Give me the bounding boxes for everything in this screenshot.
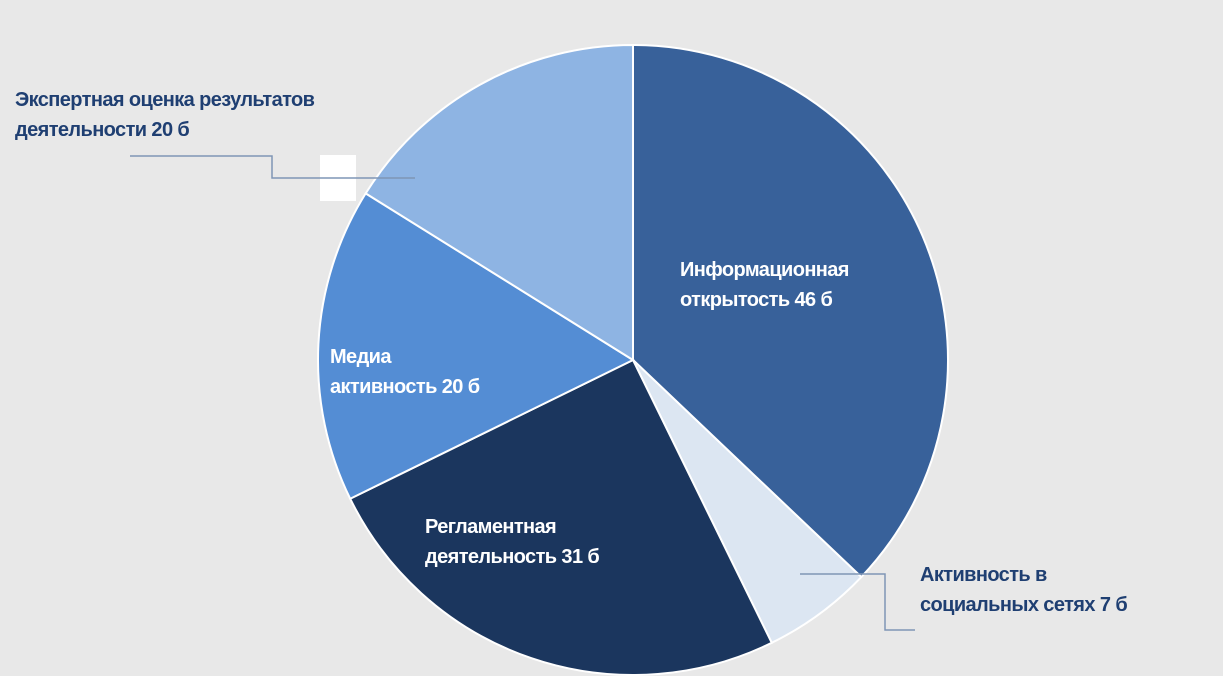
category-label: Информационная открытость bbox=[680, 259, 849, 311]
value-label: 20 б bbox=[151, 119, 190, 141]
category-label: Медиа активность bbox=[330, 346, 437, 398]
value-label: 31 б bbox=[561, 546, 600, 568]
slice-label: Регламентная деятельность 31 б bbox=[425, 512, 600, 572]
leader-line bbox=[800, 573, 915, 631]
leader-line bbox=[130, 155, 415, 179]
category-label: Активность в социальных сетях bbox=[920, 564, 1095, 616]
slice-label: Медиа активность 20 б bbox=[330, 342, 480, 402]
category-label: Регламентная деятельность bbox=[425, 516, 557, 568]
pie bbox=[317, 43, 949, 676]
value-label: 46 б bbox=[794, 289, 833, 311]
pie-slice bbox=[317, 191, 636, 501]
slice-label: Информационная открытость 46 б bbox=[680, 255, 849, 315]
pie-slice bbox=[632, 43, 949, 579]
pie-slice bbox=[364, 43, 634, 362]
value-label: 20 б bbox=[441, 376, 480, 398]
slice-label: Активность в социальных сетях 7 б bbox=[920, 560, 1128, 620]
category-label: Экспертная оценка результатов деятельнос… bbox=[15, 89, 315, 141]
value-label: 7 б bbox=[1099, 594, 1128, 616]
pie-slice bbox=[348, 358, 774, 676]
slice-label: Экспертная оценка результатов деятельнос… bbox=[15, 85, 315, 145]
